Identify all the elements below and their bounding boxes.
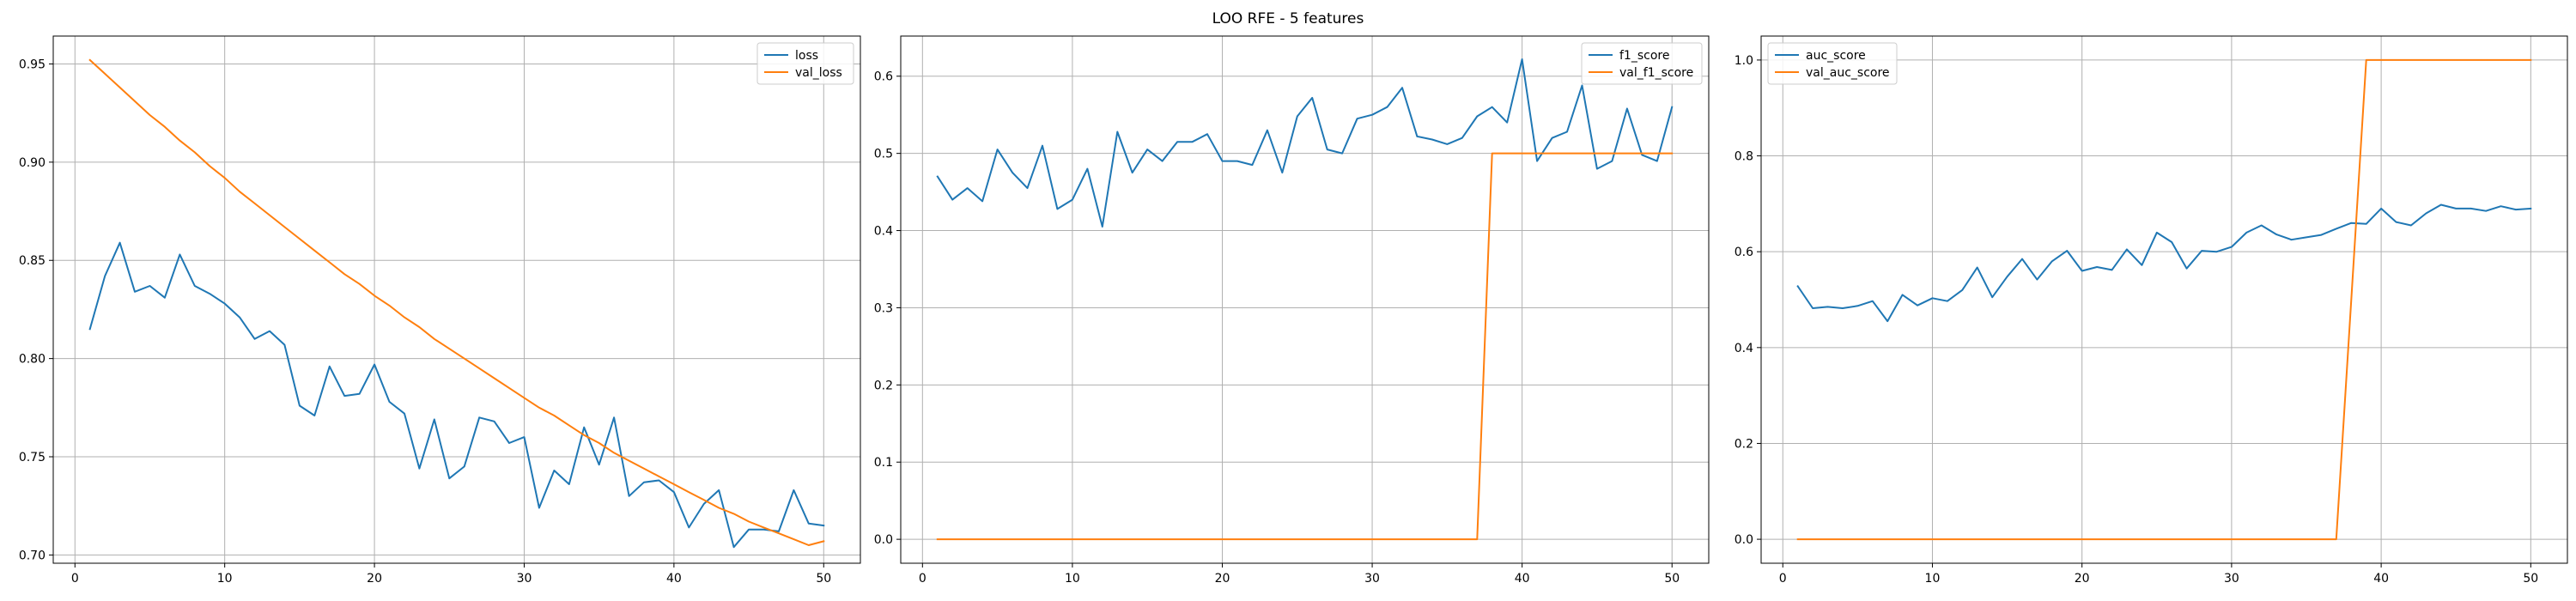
legend-label: val_f1_score bbox=[1619, 66, 1693, 80]
y-tick-label: 0.6 bbox=[1735, 246, 1753, 259]
y-tick-label: 0.2 bbox=[874, 379, 893, 392]
series-line-val_f1_score bbox=[936, 152, 1674, 541]
y-tick-label: 0.6 bbox=[874, 70, 893, 84]
x-tick-label: 50 bbox=[816, 572, 831, 586]
legend-label: val_loss bbox=[795, 66, 842, 80]
x-tick-label: 0 bbox=[919, 572, 927, 586]
y-tick-label: 0.4 bbox=[874, 225, 893, 239]
x-tick-label: 10 bbox=[1065, 572, 1080, 586]
y-tick-label: 0.4 bbox=[1735, 342, 1753, 355]
axes-frame bbox=[52, 35, 861, 564]
x-tick-label: 20 bbox=[2075, 572, 2090, 586]
legend-box bbox=[1767, 42, 1898, 85]
x-tick-label: 50 bbox=[2523, 572, 2538, 586]
x-tick-label: 20 bbox=[1215, 572, 1230, 586]
y-tick-label: 0.5 bbox=[874, 148, 893, 161]
x-tick-label: 10 bbox=[217, 572, 233, 586]
legend-box bbox=[756, 42, 854, 85]
y-tick-label: 0.85 bbox=[19, 254, 46, 268]
subplot-1: 0 10 20 30 40 50 0.70 0.75 0.80 0.85 0.90 0.95 loss v… bbox=[19, 35, 861, 586]
legend-box bbox=[1581, 42, 1703, 85]
y-tick-label: 0.0 bbox=[1735, 533, 1753, 547]
y-tick-label: 0.90 bbox=[19, 156, 46, 170]
subplot-3: 0 10 20 30 40 50 0.0 0.2 0.4 0.6 0.8 1.0 auc_scoreva… bbox=[1735, 35, 2568, 586]
series-line-val_auc_score bbox=[1796, 58, 2532, 541]
x-tick-label: 0 bbox=[71, 572, 79, 586]
y-tick-label: 0.3 bbox=[874, 301, 893, 315]
x-tick-label: 20 bbox=[367, 572, 382, 586]
y-tick-label: 0.95 bbox=[19, 58, 46, 71]
y-tick-label: 0.80 bbox=[19, 353, 46, 367]
axes-frame bbox=[900, 35, 1710, 564]
x-tick-label: 30 bbox=[2224, 572, 2239, 586]
series-line-loss bbox=[88, 241, 825, 549]
subplots: 0 10 20 30 40 500.700.750.800.850.900.95lossv… bbox=[19, 35, 2568, 586]
x-tick-label: 40 bbox=[666, 572, 682, 586]
y-tick-label: 0.2 bbox=[1735, 437, 1753, 451]
legend: loss val_loss bbox=[756, 42, 854, 85]
y-tick-label: 0.8 bbox=[1735, 150, 1753, 164]
x-tick-label: 30 bbox=[1364, 572, 1380, 586]
x-tick-label: 30 bbox=[517, 572, 532, 586]
figure-title: LOO RFE - 5 features bbox=[1212, 10, 1364, 27]
legend-label: f1_score bbox=[1619, 49, 1669, 63]
series-line-auc_score bbox=[1796, 203, 2532, 323]
y-tick-label: 0.70 bbox=[19, 549, 46, 562]
y-tick-label: 0.0 bbox=[874, 533, 893, 547]
legend: auc_score val_auc_score bbox=[1767, 42, 1898, 85]
y-tick-label: 0.75 bbox=[19, 451, 46, 464]
x-tick-label: 0 bbox=[1779, 572, 1787, 586]
x-tick-label: 10 bbox=[1925, 572, 1941, 586]
x-tick-label: 40 bbox=[2373, 572, 2389, 586]
subplot-2: 0 10 20 30 40 50 0.0 0.1 0.2 0.3 0.4 0.5 0.6 f1_score… bbox=[874, 35, 1710, 586]
series-line-val_loss bbox=[88, 58, 825, 546]
legend: f1_score val_f1_score bbox=[1581, 42, 1703, 85]
x-tick-label: 40 bbox=[1515, 572, 1530, 586]
axes-frame bbox=[1760, 35, 2568, 564]
series-line-f1_score bbox=[936, 58, 1674, 228]
legend-label: auc_score bbox=[1806, 49, 1866, 63]
y-tick-label: 1.0 bbox=[1735, 54, 1753, 68]
y-tick-label: 0.1 bbox=[874, 456, 893, 470]
x-tick-label: 50 bbox=[1664, 572, 1680, 586]
legend-label: val_auc_score bbox=[1806, 66, 1890, 80]
legend-label: loss bbox=[795, 49, 818, 63]
